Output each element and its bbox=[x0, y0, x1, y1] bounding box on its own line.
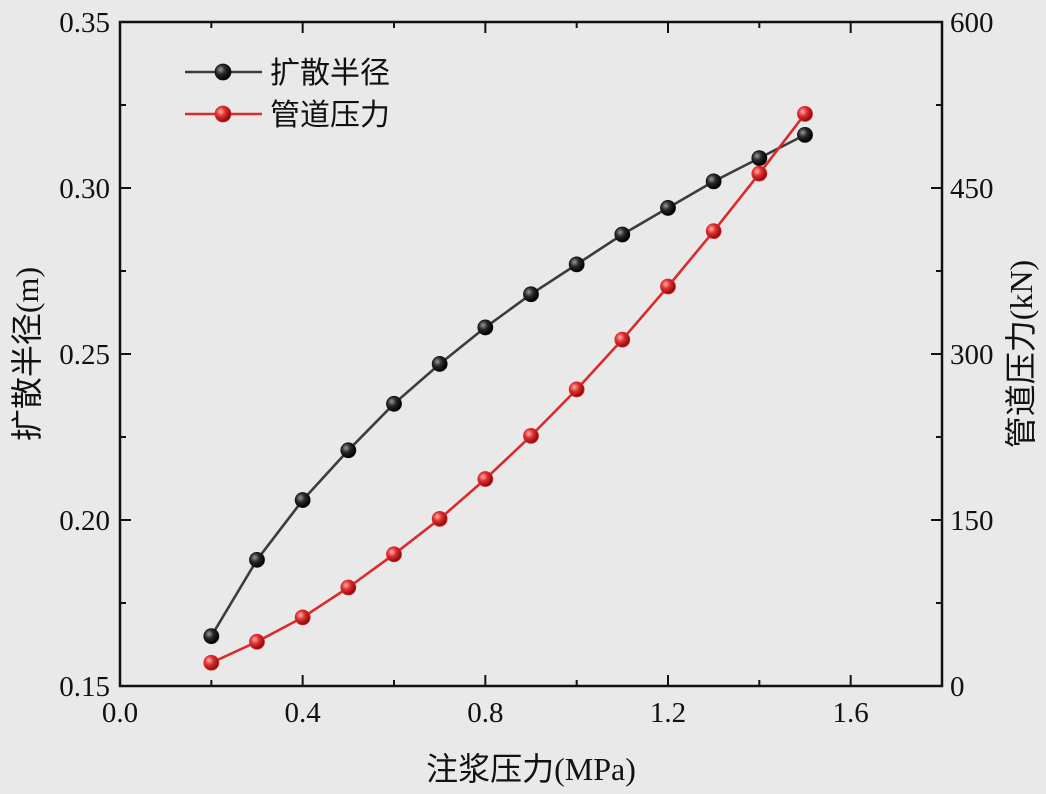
data-point-radius bbox=[340, 442, 357, 459]
series-line-pipe-pressure bbox=[210, 113, 807, 664]
legend-marker-radius bbox=[214, 63, 232, 81]
y-right-tick-label: 300 bbox=[950, 339, 994, 371]
legend-label-radius: 扩散半径 bbox=[270, 57, 390, 90]
y-right-tick-label: 0 bbox=[950, 671, 965, 703]
data-point-radius bbox=[431, 356, 448, 372]
data-point-radius bbox=[797, 126, 813, 143]
data-point-radius bbox=[203, 628, 220, 645]
x-tick-label: 0.0 bbox=[102, 697, 138, 729]
x-axis-title: 注浆压力(MPa) bbox=[426, 751, 636, 787]
data-point-pipe-pressure bbox=[294, 609, 311, 626]
data-point-pipe-pressure bbox=[614, 331, 631, 348]
x-tick-label: 1.2 bbox=[650, 697, 686, 729]
series-line-radius bbox=[210, 133, 806, 637]
x-tick-label: 1.6 bbox=[833, 697, 869, 729]
data-point-pipe-pressure bbox=[386, 546, 402, 563]
data-point-radius bbox=[614, 226, 631, 243]
y-left-tick-label: 0.15 bbox=[59, 671, 110, 703]
data-point-radius bbox=[294, 492, 311, 508]
x-tick-label: 0.4 bbox=[285, 697, 322, 729]
data-point-pipe-pressure bbox=[660, 278, 676, 295]
data-point-pipe-pressure bbox=[431, 510, 448, 527]
y-left-tick-label: 0.35 bbox=[59, 7, 110, 39]
plot-area-frame bbox=[118, 20, 944, 688]
data-point-radius bbox=[751, 150, 768, 167]
data-point-radius bbox=[249, 551, 265, 568]
legend-marker-pipe-pressure bbox=[214, 105, 232, 123]
data-point-pipe-pressure bbox=[797, 105, 813, 122]
data-point-pipe-pressure bbox=[249, 633, 265, 650]
data-point-radius bbox=[568, 256, 585, 273]
y-left-tick-label: 0.25 bbox=[59, 339, 110, 371]
y-left-tick-label: 0.30 bbox=[59, 173, 110, 205]
y-left-tick-label: 0.20 bbox=[59, 505, 110, 537]
series-layer bbox=[203, 105, 813, 671]
legend-label-pipe-pressure: 管道压力 bbox=[270, 99, 390, 132]
data-point-pipe-pressure bbox=[203, 654, 220, 671]
data-point-radius bbox=[523, 286, 539, 303]
y-axis-right-title: 管道压力(kN) bbox=[1003, 260, 1039, 448]
data-point-pipe-pressure bbox=[705, 223, 722, 240]
x-tick-label: 0.8 bbox=[467, 697, 503, 729]
data-point-radius bbox=[386, 395, 402, 412]
y-axis-left-title: 扩散半径(m) bbox=[9, 267, 45, 441]
data-point-pipe-pressure bbox=[340, 579, 357, 596]
data-point-pipe-pressure bbox=[523, 427, 539, 444]
ticks-layer: 0.0 0.4 0.8 1.2 1.6 0.15 0.20 0.25 0.30 0.35 0 150 3… bbox=[59, 7, 993, 729]
y-right-tick-label: 450 bbox=[950, 173, 994, 205]
data-point-radius bbox=[660, 200, 676, 216]
data-point-pipe-pressure bbox=[568, 381, 585, 398]
y-right-tick-label: 150 bbox=[950, 505, 994, 537]
data-point-pipe-pressure bbox=[477, 471, 494, 487]
data-point-pipe-pressure bbox=[751, 165, 768, 182]
data-point-radius bbox=[705, 173, 722, 190]
y-right-tick-label: 600 bbox=[950, 7, 994, 39]
data-point-radius bbox=[477, 319, 494, 336]
